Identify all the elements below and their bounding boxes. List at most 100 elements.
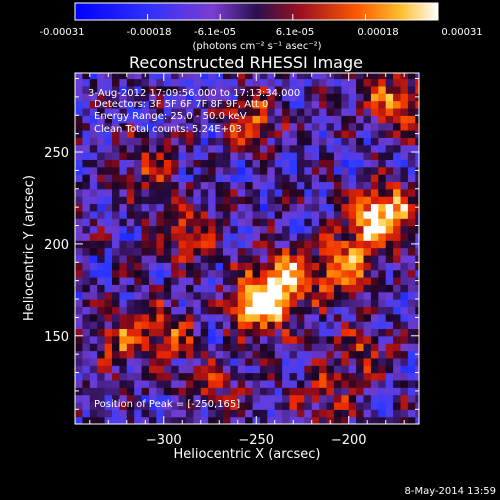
heatmap-cell (363, 93, 372, 102)
heatmap-cell (89, 299, 98, 307)
heatmap-cell (111, 372, 120, 381)
heatmap-cell (252, 78, 261, 87)
heatmap-cell (274, 416, 283, 424)
heatmap-cell (134, 181, 143, 190)
heatmap-cell (134, 174, 143, 183)
heatmap-cell (385, 100, 394, 109)
heatmap-cell (274, 240, 283, 249)
heatmap-cell (274, 159, 283, 168)
heatmap-cell (267, 313, 276, 322)
heatmap-cell (341, 387, 350, 396)
heatmap-cell (259, 343, 268, 352)
heatmap-cell (104, 328, 113, 337)
heatmap-cell (163, 262, 172, 271)
heatmap-cell (245, 166, 254, 175)
heatmap-cell (393, 115, 402, 124)
heatmap-cell (156, 107, 165, 116)
heatmap-cell (171, 306, 180, 315)
heatmap-cell (415, 159, 419, 168)
heatmap-cell (415, 335, 419, 344)
heatmap-cell (326, 181, 335, 190)
heatmap-cell (82, 85, 91, 94)
heatmap-cell (156, 166, 165, 175)
heatmap-cell (348, 188, 357, 197)
heatmap-cell (141, 78, 150, 87)
heatmap-cell (97, 387, 106, 396)
heatmap-cell (259, 379, 268, 388)
heatmap-cell (400, 276, 409, 285)
heatmap-cell (415, 254, 419, 263)
heatmap-cell (311, 196, 320, 205)
heatmap-cell (200, 401, 209, 410)
heatmap-cell (245, 401, 254, 410)
heatmap-cell (208, 122, 217, 131)
heatmap-cell (326, 166, 335, 175)
heatmap-cell (289, 188, 298, 197)
footer-timestamp: 8-May-2014 13:59 (404, 486, 496, 497)
heatmap-cell (230, 254, 239, 263)
heatmap-cell (304, 343, 313, 352)
heatmap-cell (252, 203, 261, 212)
heatmap-cell (104, 203, 113, 212)
heatmap-cell (415, 409, 419, 418)
heatmap-cell (185, 137, 194, 146)
heatmap-cell (348, 210, 357, 219)
heatmap-cell (200, 152, 209, 160)
heatmap-cell (134, 73, 143, 80)
x-axis: −300 −250 −200 (89, 73, 405, 448)
heatmap-cell (230, 328, 239, 337)
heatmap-cell (230, 365, 239, 374)
heatmap-cell (75, 85, 83, 94)
heatmap-cell (222, 100, 231, 109)
heatmap-cell (156, 85, 165, 94)
heatmap-cell (222, 85, 231, 94)
heatmap-cell (134, 276, 143, 285)
heatmap-cell (363, 166, 372, 175)
heatmap-cell (156, 416, 165, 424)
heatmap-cell (75, 394, 83, 403)
heatmap-cell (185, 335, 194, 344)
heatmap-cell (89, 196, 98, 205)
heatmap-cell (259, 144, 268, 153)
heatmap-cell (97, 291, 106, 300)
heatmap-cell (378, 174, 387, 183)
heatmap-cell (134, 321, 143, 330)
heatmap-cell (200, 262, 209, 271)
heatmap-cell (245, 174, 254, 183)
heatmap-cell (200, 269, 209, 278)
heatmap-cell (400, 166, 409, 175)
heatmap-cell (304, 291, 313, 300)
heatmap-cell (245, 218, 254, 227)
heatmap-cell (415, 372, 419, 381)
heatmap-cell (370, 335, 379, 344)
heatmap-cell (134, 350, 143, 359)
heatmap-cell (341, 152, 350, 160)
heatmap-cell (356, 335, 365, 344)
heatmap-cell (215, 254, 224, 263)
heatmap-cell (274, 269, 283, 278)
heatmap-cell (89, 284, 98, 293)
heatmap-cell (252, 269, 261, 278)
heatmap-cell (393, 291, 402, 300)
heatmap-cell (89, 85, 98, 94)
heatmap-cell (193, 181, 202, 190)
heatmap-cell (134, 401, 143, 410)
heatmap-cell (222, 387, 231, 396)
heatmap-cell (178, 284, 187, 293)
heatmap-cell (393, 335, 402, 344)
heatmap-cell (393, 321, 402, 330)
heatmap-cell (415, 181, 419, 190)
heatmap-cell (348, 152, 357, 160)
heatmap-cell (289, 107, 298, 116)
heatmap-cell (356, 299, 365, 307)
heatmap-cell (104, 365, 113, 374)
heatmap-cell (311, 254, 320, 263)
heatmap-cell (193, 284, 202, 293)
heatmap-cell (148, 357, 157, 366)
heatmap-cell (296, 365, 305, 374)
heatmap-cell (333, 379, 342, 388)
heatmap-cell (97, 196, 106, 205)
heatmap-cell (296, 409, 305, 418)
heatmap-cell (415, 210, 419, 219)
y-tick-label: 150 (44, 330, 69, 345)
